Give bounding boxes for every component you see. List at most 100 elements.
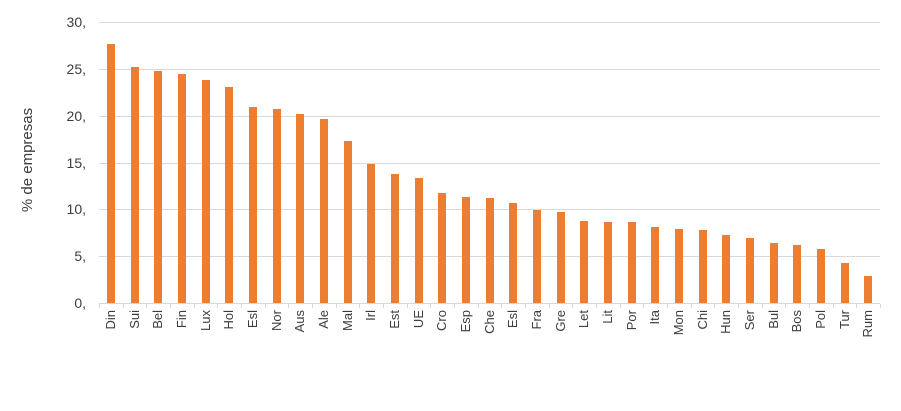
x-tick-label-bul-28: Bul xyxy=(765,310,781,329)
x-axis-tick xyxy=(667,304,668,308)
bar-tur-31 xyxy=(840,262,849,303)
bar-esl-6 xyxy=(248,107,257,303)
y-tick-label-5: 5, xyxy=(74,248,86,265)
gridline-25 xyxy=(99,68,880,70)
bar-ser-27 xyxy=(745,238,754,303)
x-tick-label-nor-7: Nor xyxy=(268,310,284,331)
x-tick-label-cro-14: Cro xyxy=(434,310,450,331)
bar-gre-19 xyxy=(556,212,565,303)
bar-nor-7 xyxy=(272,109,281,303)
x-tick-label-bel-2: Bel xyxy=(150,310,166,329)
x-axis-tick xyxy=(501,304,503,308)
bar-fin-3 xyxy=(177,73,186,303)
bar-est-12 xyxy=(390,173,399,303)
x-tick-label-esp-15: Esp xyxy=(457,310,473,333)
x-axis-tick xyxy=(690,304,692,308)
bar-chi-25 xyxy=(698,229,707,303)
bar-hol-5 xyxy=(225,86,234,303)
y-tick-label-30: 30, xyxy=(66,14,86,30)
x-axis-tick xyxy=(170,304,171,308)
x-axis-tick xyxy=(217,304,219,308)
x-tick-label-ita-23: Ita xyxy=(647,310,663,325)
x-axis-tick xyxy=(619,304,621,308)
bar-mon-24 xyxy=(674,229,683,303)
x-axis-tick xyxy=(193,304,195,308)
bar-let-20 xyxy=(580,220,589,303)
x-axis-tick xyxy=(572,304,574,308)
bar-sui-1 xyxy=(130,67,139,303)
bar-bel-2 xyxy=(154,70,163,303)
x-axis-tick xyxy=(477,304,479,308)
x-tick-label-fin-3: Fin xyxy=(173,310,189,329)
x-tick-label-ale-9: Ale xyxy=(315,310,331,329)
x-axis-tick xyxy=(430,304,432,308)
x-tick-label-pol-30: Pol xyxy=(812,310,828,329)
x-tick-label-por-22: Por xyxy=(623,310,639,331)
bar-lux-4 xyxy=(201,80,210,303)
y-tick-label-10: 10, xyxy=(66,201,86,218)
x-tick-label-lux-4: Lux xyxy=(197,310,213,331)
x-tick-label-che-16: Che xyxy=(481,310,497,334)
x-tick-label-ser-27: Ser xyxy=(741,310,757,331)
x-tick-label-chi-25: Chi xyxy=(694,310,710,330)
bar-irl-11 xyxy=(367,164,376,303)
bar-bos-29 xyxy=(793,244,802,303)
x-axis-tick xyxy=(525,304,526,308)
x-axis-tick xyxy=(785,304,787,308)
bar-por-22 xyxy=(627,222,636,303)
x-tick-label-let-20: Let xyxy=(576,310,592,329)
bar-ale-9 xyxy=(319,118,328,303)
x-axis-tick xyxy=(99,304,100,308)
bar-esp-15 xyxy=(461,197,470,303)
gridline-20 xyxy=(99,115,880,117)
gridline-30 xyxy=(99,22,880,23)
bar-hun-26 xyxy=(722,234,731,303)
bar-mal-10 xyxy=(343,141,352,303)
x-axis-tick xyxy=(241,304,242,308)
x-tick-label-est-12: Est xyxy=(386,310,402,329)
x-tick-label-esl-17: Esl xyxy=(505,310,521,329)
bar-lit-21 xyxy=(603,221,612,303)
x-axis-tick xyxy=(714,304,716,308)
x-tick-label-bos-29: Bos xyxy=(789,310,805,333)
x-axis-tick xyxy=(738,304,739,308)
x-tick-label-fra-18: Fra xyxy=(528,310,544,330)
x-axis-tick xyxy=(359,304,361,308)
gridline-15 xyxy=(99,162,880,164)
bar-ita-23 xyxy=(651,227,660,303)
x-tick-label-hol-5: Hol xyxy=(221,310,237,330)
x-axis-tick xyxy=(383,304,384,308)
bar-bul-28 xyxy=(769,243,778,303)
x-tick-label-mon-24: Mon xyxy=(670,310,686,336)
x-tick-label-aus-8: Aus xyxy=(292,310,308,333)
bar-aus-8 xyxy=(296,113,305,303)
y-tick-label-25: 25, xyxy=(66,60,86,77)
y-tick-label-20: 20, xyxy=(66,107,86,124)
x-axis-tick xyxy=(880,304,881,308)
x-tick-label-din-0: Din xyxy=(102,310,118,330)
x-tick-label-rum-32: Rum xyxy=(860,310,876,338)
bar-din-0 xyxy=(106,43,115,303)
x-axis-line xyxy=(99,303,880,304)
x-axis-tick xyxy=(832,304,834,308)
x-axis-tick xyxy=(335,304,337,308)
x-axis-tick xyxy=(643,304,645,308)
x-axis-tick xyxy=(122,304,124,308)
x-tick-label-mal-10: Mal xyxy=(339,310,355,331)
x-tick-label-sui-1: Sui xyxy=(126,310,142,329)
x-axis-tick xyxy=(146,304,148,308)
x-tick-label-ue-13: UE xyxy=(410,310,426,329)
x-axis-tick xyxy=(264,304,266,308)
x-tick-label-tur-31: Tur xyxy=(836,310,852,330)
x-tick-label-hun-26: Hun xyxy=(718,310,734,334)
bar-che-16 xyxy=(485,198,494,303)
bar-fra-18 xyxy=(532,210,541,303)
x-axis-tick xyxy=(596,304,597,308)
x-axis-tick xyxy=(809,304,810,308)
x-axis-tick xyxy=(548,304,550,308)
y-tick-label-15: 15, xyxy=(66,154,86,171)
x-tick-label-gre-19: Gre xyxy=(552,310,568,332)
x-tick-label-irl-11: Irl xyxy=(363,310,379,321)
bar-cro-14 xyxy=(438,193,447,303)
